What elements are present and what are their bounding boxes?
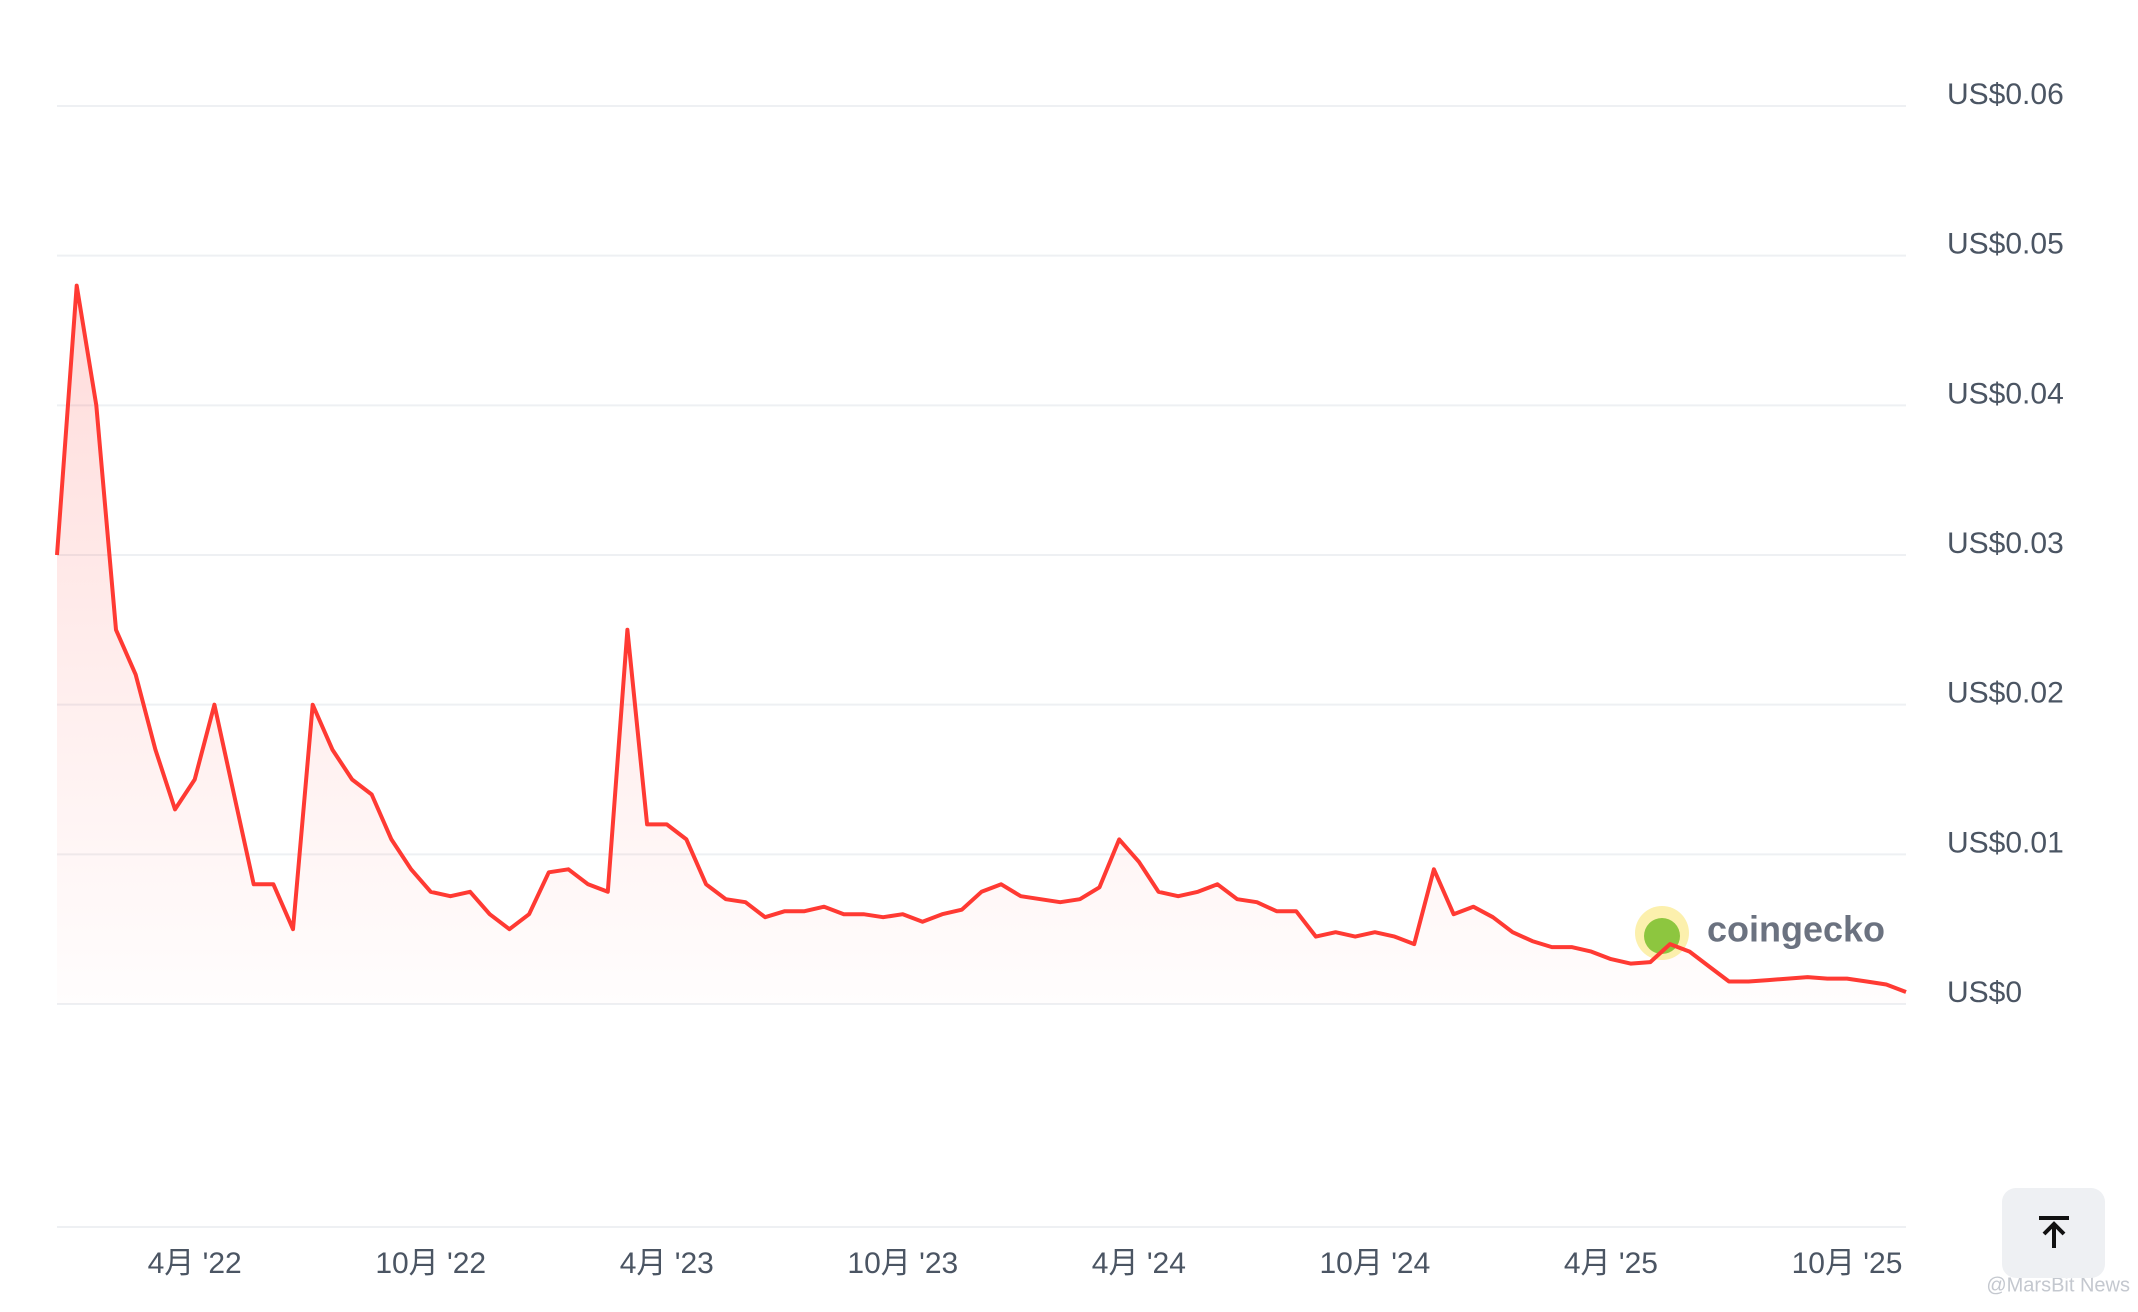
x-tick-label: 10月 '22 [375,1247,486,1280]
x-tick-label: 10月 '25 [1792,1247,1903,1280]
back-to-top[interactable] [2002,1188,2105,1278]
x-tick-label: 4月 '23 [620,1247,714,1280]
watermark: coingecko [1635,906,1885,960]
y-tick-label: US$0.03 [1947,527,2064,560]
y-tick-label: US$0 [1947,976,2022,1009]
x-tick-label: 4月 '25 [1564,1247,1658,1280]
logo [1644,918,1680,954]
arrow-icon [2039,1216,2069,1248]
y-tick-label: US$0.04 [1947,377,2064,410]
price-line [55,283,1907,994]
x-tick-label: 10月 '23 [847,1247,958,1280]
x-tick-label: 4月 '22 [148,1247,242,1280]
x-tick-label: 10月 '24 [1319,1247,1430,1280]
area-fill [57,285,1906,1005]
credit: @MarsBit News [1986,1274,2130,1296]
x-tick-label: 4月 '24 [1092,1247,1186,1280]
y-tick-label: US$0.01 [1947,826,2064,859]
watermark-text: coingecko [1707,909,1885,950]
y-tick-label: US$0.06 [1947,78,2064,111]
y-tick-label: US$0.02 [1947,677,2064,710]
y-tick-label: US$0.05 [1947,228,2064,261]
